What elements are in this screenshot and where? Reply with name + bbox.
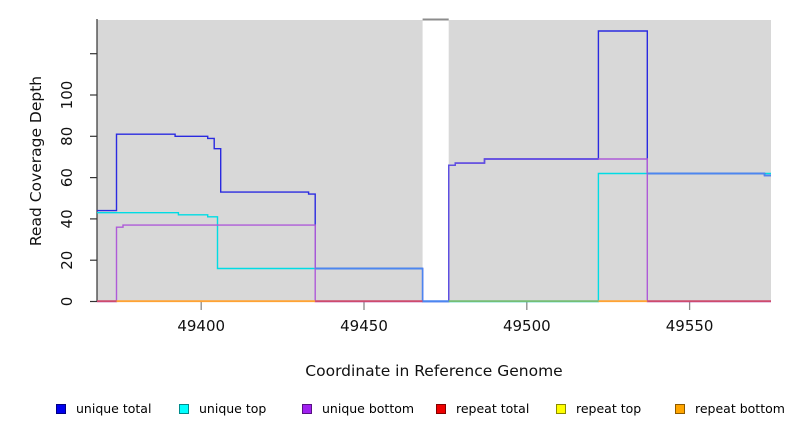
y-axis-title: Read Coverage Depth bbox=[27, 75, 45, 247]
y-tick-label: 20 bbox=[58, 251, 76, 270]
y-tick-label: 100 bbox=[58, 81, 76, 110]
y-tick-label: 60 bbox=[58, 168, 76, 187]
plot-panel-left bbox=[97, 20, 423, 302]
plot-panel-right bbox=[448, 20, 771, 302]
x-tick-label: 49400 bbox=[177, 317, 225, 335]
x-tick-label: 49450 bbox=[340, 317, 388, 335]
series-unique-bottom bbox=[97, 224, 423, 303]
series-unique-top bbox=[97, 212, 423, 270]
x-tick-label: 49500 bbox=[503, 317, 551, 335]
y-tick-label: 80 bbox=[58, 127, 76, 146]
x-tick-label: 49550 bbox=[666, 317, 714, 335]
y-tick-label: 0 bbox=[58, 297, 76, 307]
overlay-total-top-overlap-right bbox=[647, 172, 771, 177]
x-axis-title: Coordinate in Reference Genome bbox=[305, 362, 563, 380]
y-tick-label: 40 bbox=[58, 209, 76, 228]
overlay-total-bottom-overlap bbox=[448, 158, 599, 302]
